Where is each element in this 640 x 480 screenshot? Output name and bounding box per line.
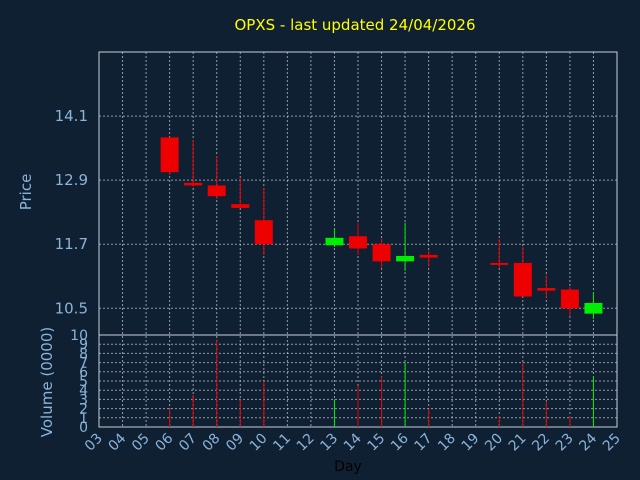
y-axis-label: Price xyxy=(17,174,35,211)
volume-bars xyxy=(169,339,594,427)
volume-tick-label: 10 xyxy=(70,328,88,344)
candle-body xyxy=(490,262,509,265)
volume-tick-label: 0 xyxy=(79,420,88,436)
candle-body xyxy=(372,244,391,262)
volume-tick-label: 1 xyxy=(79,411,88,427)
chart-title: OPXS - last updated 24/04/2026 xyxy=(234,16,475,34)
volume-tick-label: 2 xyxy=(79,402,88,418)
price-tick-label: 10.5 xyxy=(55,299,88,317)
candle-body xyxy=(184,182,203,186)
price-tick-label: 14.1 xyxy=(55,107,88,125)
volume-tick-label: 9 xyxy=(79,337,88,353)
volume-tick-label: 6 xyxy=(79,365,88,381)
candle-body xyxy=(560,289,579,309)
candle-body xyxy=(419,254,438,258)
volume-tick-label: 8 xyxy=(79,346,88,362)
volume-tick-label: 4 xyxy=(79,383,88,399)
candle-body xyxy=(396,255,415,262)
price-tick-labels: 10.5 11.7 12.9 14.1 xyxy=(55,107,88,317)
x-tick-labels: 03 04 05 06 07 08 09 10 11 12 13 14 15 16 17 18 19 20 21 22… xyxy=(82,430,624,454)
candle-body xyxy=(349,236,367,249)
candle-body xyxy=(231,204,250,208)
price-tick-label: 11.7 xyxy=(55,235,88,253)
volume-axis-label: Volume (0000) xyxy=(38,327,56,437)
volume-tick-label: 5 xyxy=(79,374,88,390)
candle-body xyxy=(537,288,556,291)
candle-body xyxy=(325,237,344,246)
candle-body xyxy=(513,262,532,297)
candle-body xyxy=(160,137,179,173)
candle-body xyxy=(584,302,603,314)
candle-body xyxy=(254,220,273,245)
volume-tick-label: 3 xyxy=(79,392,88,408)
candle-body xyxy=(207,185,226,197)
price-candles xyxy=(160,137,603,319)
price-tick-label: 12.9 xyxy=(55,171,88,189)
x-axis-label: Day xyxy=(334,459,362,475)
volume-tick-label: 7 xyxy=(79,356,88,372)
